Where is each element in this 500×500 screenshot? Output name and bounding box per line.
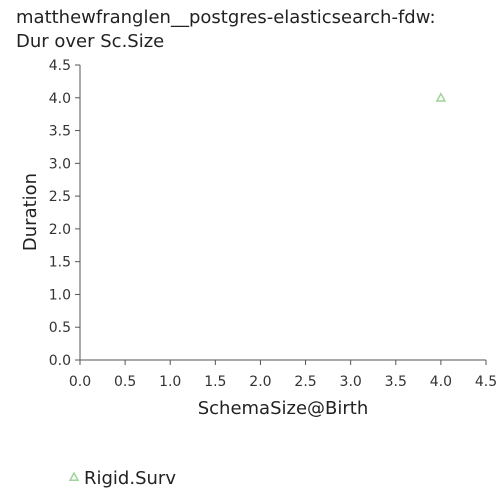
x-tick-label: 0.5 <box>114 374 136 390</box>
chart-title-line2: Dur over Sc.Size <box>16 31 165 52</box>
x-tick-label: 1.0 <box>159 374 181 390</box>
y-tick-label: 4.0 <box>49 91 71 107</box>
x-tick-label: 1.5 <box>204 374 226 390</box>
x-tick-label: 0.0 <box>69 374 91 390</box>
y-ticks: 0.0 0.5 1.0 1.5 2.0 2.5 3.0 3.5 4.0 4.5 <box>49 58 80 369</box>
x-tick-label: 3.0 <box>340 374 362 390</box>
y-tick-label: 2.5 <box>49 189 71 205</box>
data-points <box>435 92 447 102</box>
legend-label: Rigid.Surv <box>84 468 176 489</box>
x-tick-label: 4.5 <box>475 374 497 390</box>
legend: Rigid.Surv <box>68 468 176 489</box>
x-tick-label: 2.5 <box>294 374 316 390</box>
x-tick-label: 3.5 <box>385 374 407 390</box>
legend-marker-triangle <box>68 471 80 481</box>
x-ticks: 0.0 0.5 1.0 1.5 2.0 2.5 3.0 3.5 4.0 4.5 <box>69 360 497 390</box>
chart-title: matthewfranglen__postgres-elasticsearch-… <box>16 6 436 54</box>
data-point-triangle <box>435 92 447 102</box>
y-tick-label: 2.0 <box>49 222 71 238</box>
x-axis-label: SchemaSize@Birth <box>198 398 369 419</box>
y-tick-label: 1.5 <box>49 255 71 271</box>
y-axis-label: Duration <box>20 173 41 251</box>
chart-title-line1: matthewfranglen__postgres-elasticsearch-… <box>16 7 436 28</box>
y-tick-label: 0.5 <box>49 320 71 336</box>
y-tick-label: 1.0 <box>49 287 71 303</box>
y-tick-label: 4.5 <box>49 58 71 74</box>
y-tick-label: 0.0 <box>49 353 71 369</box>
y-tick-label: 3.5 <box>49 124 71 140</box>
y-tick-label: 3.0 <box>49 156 71 172</box>
x-tick-label: 4.0 <box>430 374 452 390</box>
x-tick-label: 2.0 <box>249 374 271 390</box>
axes <box>79 65 486 361</box>
